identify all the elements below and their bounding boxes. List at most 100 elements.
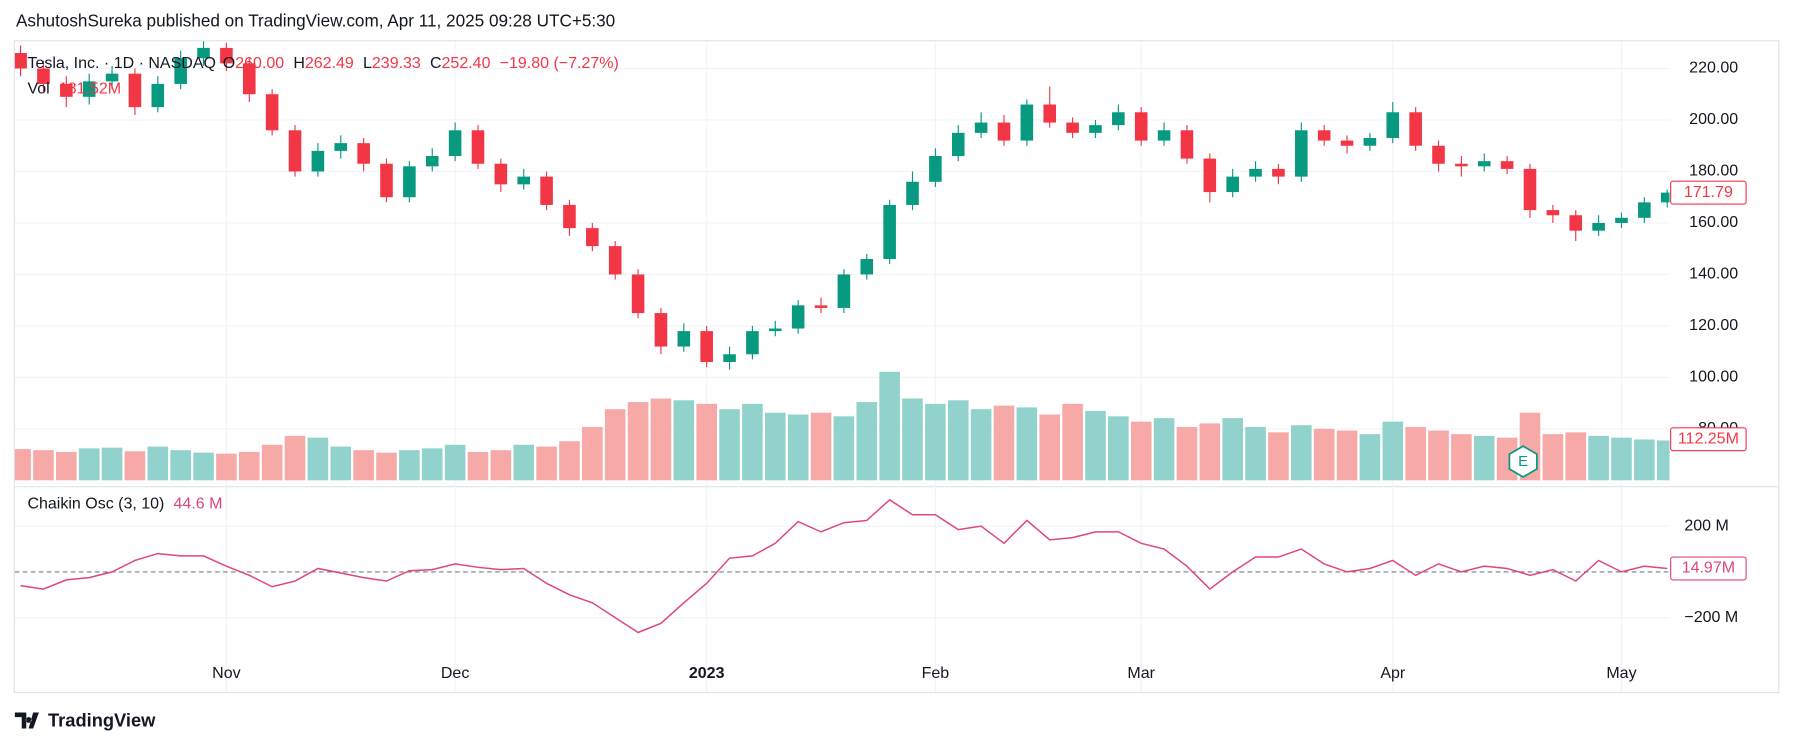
candle-body: [1500, 161, 1514, 169]
volume-bar: [307, 437, 329, 481]
candle-body: [700, 331, 713, 362]
candle-body: [906, 181, 919, 205]
volume-bar: [1611, 437, 1632, 481]
volume-bar: [1428, 430, 1449, 481]
x-tick-label: Dec: [441, 665, 469, 682]
candle-body: [746, 331, 759, 355]
y-tick-label: 160.00: [1689, 214, 1738, 231]
volume-bar: [1268, 432, 1289, 481]
price-pane: [14, 41, 1670, 370]
candle-body: [151, 83, 165, 108]
legend-change: −19.80 (−7.27%): [500, 55, 619, 72]
y-tick-label: 180.00: [1689, 163, 1738, 180]
legend-key: L: [363, 55, 372, 72]
axis-labels: NovDec2023FebMarAprMay80.00100.00120.001…: [212, 60, 1747, 682]
candle-body: [860, 259, 874, 275]
volume-bar: [124, 451, 146, 481]
legend-value: 262.49: [305, 55, 354, 72]
candle-body: [1477, 161, 1491, 167]
legend-value: 252.40: [442, 55, 491, 72]
candle-body: [1569, 215, 1583, 231]
candle-body: [769, 328, 782, 332]
oscillator-last-label: 14.97M: [1682, 560, 1735, 577]
candle-body: [974, 122, 988, 133]
y-tick-label: 220.00: [1689, 60, 1738, 77]
volume-bar: [1222, 418, 1243, 481]
volume-bar: [742, 403, 763, 481]
volume-bar: [1291, 425, 1312, 481]
x-tick-label: Mar: [1127, 665, 1155, 682]
candle-body: [1226, 176, 1239, 193]
candle-body: [1020, 104, 1034, 141]
candle-body: [1089, 125, 1102, 133]
volume-bar: [810, 412, 832, 481]
x-tick-label: May: [1606, 665, 1636, 682]
candle-body: [1638, 202, 1651, 218]
candle-body: [1409, 112, 1422, 146]
candle-body: [105, 73, 119, 82]
volume-bar: [1085, 410, 1106, 481]
candle-body: [563, 204, 576, 229]
candle-body: [1295, 130, 1308, 177]
publisher: AshutoshSureka published on TradingView.…: [16, 10, 615, 30]
volume-bar: [467, 451, 489, 481]
candle-body: [334, 143, 348, 151]
candle-body: [1363, 138, 1377, 146]
volume-bar: [604, 409, 626, 481]
volume-bar: [78, 448, 100, 481]
volume-bar: [1656, 440, 1670, 481]
y-tick-label: 200 M: [1684, 517, 1728, 534]
candle-body: [1317, 130, 1331, 141]
price-legend: Tesla, Inc. · 1D · NASDAQ O260.00 H262.49 L…: [27, 55, 618, 72]
candle-body: [311, 150, 325, 172]
volume-bar: [1382, 421, 1404, 481]
y-tick-label: 120.00: [1689, 317, 1738, 334]
candle-body: [997, 122, 1011, 141]
volume-bar: [947, 400, 969, 481]
grid: [14, 41, 1670, 692]
candle-body: [1272, 168, 1285, 177]
volume-bar: [376, 452, 397, 481]
volume-bar: [1039, 414, 1061, 481]
candle-body: [174, 58, 187, 84]
candle-body: [1592, 222, 1605, 231]
volume-bar: [1062, 403, 1083, 481]
volume-bar: [925, 403, 946, 481]
candle-body: [403, 166, 416, 198]
volume-name: Vol: [27, 81, 49, 98]
volume-bar: [719, 409, 740, 481]
x-tick-label: 2023: [689, 665, 725, 682]
volume-bar: [261, 444, 283, 481]
volume-bar: [1130, 421, 1152, 481]
price-last-label: 171.79: [1684, 184, 1733, 201]
candle-body: [1249, 168, 1262, 177]
volume-bar: [1016, 407, 1038, 481]
volume-bar: [696, 403, 717, 481]
candle-body: [814, 305, 828, 308]
volume-bar: [193, 452, 214, 481]
oscillator-last-label-box: [1670, 556, 1747, 581]
volume-bar: [1451, 434, 1472, 481]
volume-bar: [856, 402, 878, 481]
legend-value: 260.00: [235, 55, 284, 72]
volume-bar: [559, 441, 580, 481]
candle-body: [1112, 112, 1125, 126]
earnings-label: E: [1518, 454, 1528, 470]
oscillator-line: [20, 498, 1668, 634]
volume-bar: [238, 451, 260, 481]
volume-bar: [490, 450, 512, 481]
brand: TradingView: [14, 710, 156, 731]
candle-body: [128, 73, 142, 108]
candle-body: [951, 132, 965, 157]
volume-bar: [330, 446, 352, 481]
candle-body: [586, 228, 599, 247]
volume-bar: [14, 449, 31, 481]
volume-bar: [673, 400, 695, 481]
candle-body: [1615, 217, 1628, 223]
candle-body: [448, 130, 462, 157]
candle-body: [197, 47, 210, 59]
candle-body: [1157, 130, 1171, 141]
volume-bar: [284, 435, 306, 481]
candle-body: [60, 83, 73, 97]
